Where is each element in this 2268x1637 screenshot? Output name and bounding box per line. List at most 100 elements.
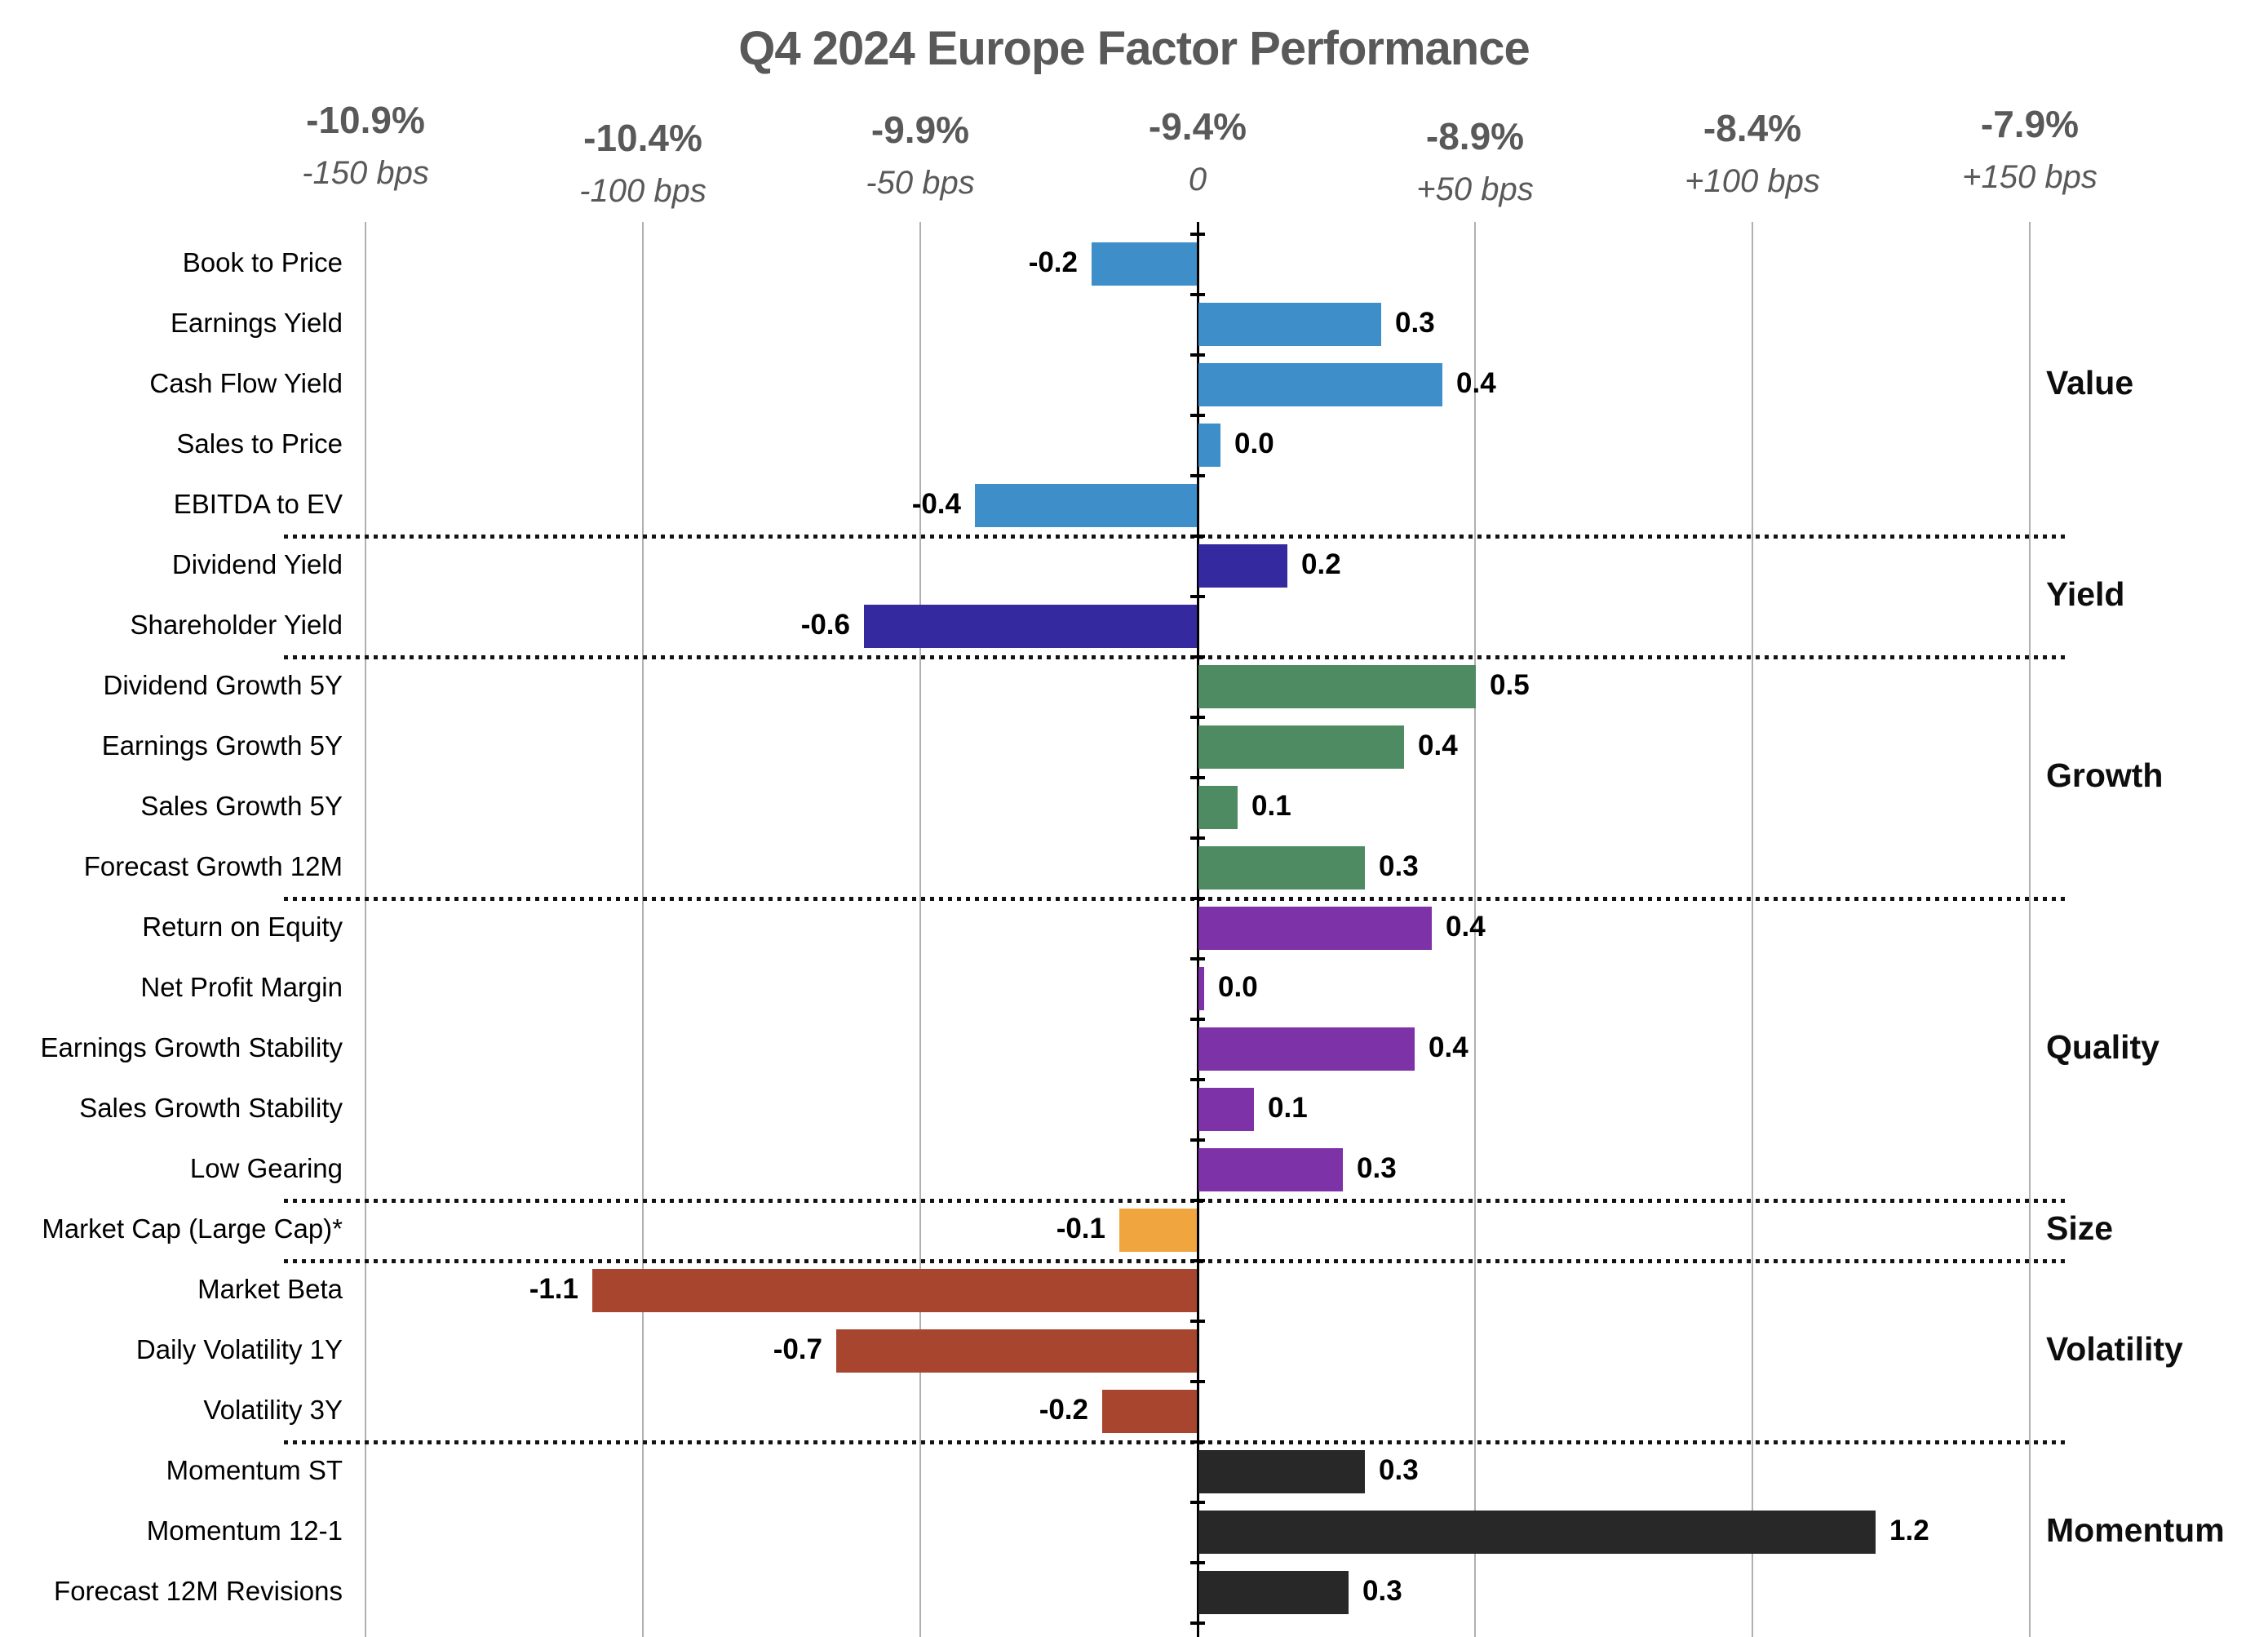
value-label: 0.1 [1268, 1092, 1308, 1124]
value-label: -0.2 [1028, 246, 1078, 278]
zero-axis-tick [1190, 1501, 1205, 1504]
zero-axis-tick [1190, 1078, 1205, 1081]
value-label: -0.2 [1039, 1394, 1088, 1426]
factor-label: Forecast 12M Revisions [54, 1576, 343, 1606]
factor-label: Earnings Growth Stability [40, 1032, 343, 1062]
zero-axis-tick [1190, 233, 1205, 236]
value-label: 0.4 [1446, 911, 1486, 943]
bar [1198, 363, 1442, 406]
group-label: Quality [2046, 1028, 2159, 1066]
value-label: 0.4 [1456, 367, 1496, 399]
zero-axis-tick [1190, 1440, 1205, 1444]
group-label: Value [2046, 364, 2134, 401]
group-separator [284, 1440, 2066, 1444]
bar [1198, 303, 1381, 346]
axis-tick-label-pct: -7.9% [1980, 103, 2080, 145]
group-label: Growth [2046, 756, 2164, 794]
value-label: 0.3 [1362, 1575, 1402, 1607]
bar [1198, 786, 1238, 829]
bar [592, 1269, 1197, 1312]
zero-axis-tick [1190, 1018, 1205, 1021]
axis-tick-label-pct: -9.9% [870, 109, 970, 151]
axis-tick-label-bps: +50 bps [1416, 171, 1534, 207]
value-label: -0.6 [800, 609, 850, 641]
value-label: 0.1 [1251, 790, 1291, 822]
value-label: 0.4 [1429, 1031, 1468, 1063]
value-label: 0.3 [1379, 850, 1419, 882]
factor-label: Market Cap (Large Cap)* [42, 1213, 343, 1244]
value-label: 0.5 [1490, 669, 1530, 701]
zero-axis-tick [1190, 535, 1205, 538]
bar [1198, 1450, 1365, 1493]
factor-label: Sales Growth Stability [79, 1093, 343, 1123]
axis-tick-label-bps: -150 bps [302, 155, 429, 191]
zero-axis-tick [1190, 655, 1205, 659]
factor-label: Daily Volatility 1Y [135, 1334, 343, 1364]
group-label: Size [2046, 1209, 2114, 1247]
value-label: -0.1 [1056, 1213, 1105, 1244]
axis-tick-label-pct: -9.4% [1148, 105, 1247, 148]
zero-axis-tick [1190, 897, 1205, 900]
group-label: Yield [2046, 575, 2125, 613]
factor-label: EBITDA to EV [173, 489, 343, 519]
zero-axis-tick [1190, 293, 1205, 296]
factor-label: Dividend Yield [171, 549, 343, 579]
bar [1198, 424, 1220, 467]
bar [1198, 725, 1404, 769]
gridline [1474, 222, 1476, 1637]
zero-axis-tick [1190, 1621, 1205, 1625]
bar [836, 1329, 1197, 1373]
factor-label: Volatility 3Y [203, 1395, 343, 1425]
zero-axis-tick [1190, 836, 1205, 840]
zero-axis-tick [1190, 1380, 1205, 1383]
gridline [2029, 222, 2031, 1637]
chart-title: Q4 2024 Europe Factor Performance [738, 22, 1530, 75]
gridline [365, 222, 366, 1637]
bar [1198, 907, 1432, 950]
value-label: -1.1 [529, 1273, 578, 1305]
bar [1198, 846, 1365, 889]
bar [1198, 1088, 1254, 1131]
axis-tick-label-pct: -8.9% [1425, 115, 1525, 157]
value-label: 0.4 [1418, 730, 1458, 761]
zero-axis-tick [1190, 716, 1205, 719]
factor-label: Sales Growth 5Y [140, 791, 343, 821]
zero-axis-tick [1190, 957, 1205, 960]
zero-axis-tick [1190, 1259, 1205, 1262]
axis-tick-label-pct: -8.4% [1703, 107, 1802, 149]
zero-axis-tick [1190, 1138, 1205, 1142]
axis-tick-label-bps: +150 bps [1962, 159, 2097, 195]
bar [1102, 1390, 1197, 1433]
group-separator [284, 1199, 2066, 1203]
value-label: 0.3 [1395, 307, 1435, 339]
factor-label: Cash Flow Yield [149, 368, 343, 398]
factor-label: Return on Equity [142, 912, 343, 942]
factor-label: Earnings Growth 5Y [101, 730, 343, 761]
value-label: -0.7 [773, 1333, 822, 1365]
zero-axis-tick [1190, 414, 1205, 417]
group-separator [284, 535, 2066, 539]
bar [1119, 1209, 1197, 1252]
bar [864, 605, 1197, 648]
gridline [642, 222, 644, 1637]
gridline [1752, 222, 1753, 1637]
group-label: Momentum [2046, 1511, 2225, 1549]
value-label: 0.2 [1301, 548, 1341, 580]
zero-axis-tick [1190, 776, 1205, 779]
value-label: -0.4 [911, 488, 961, 520]
factor-label: Dividend Growth 5Y [103, 670, 343, 700]
value-label: 1.2 [1889, 1515, 1929, 1546]
factor-label: Net Profit Margin [140, 972, 343, 1002]
zero-axis-tick [1190, 1199, 1205, 1202]
zero-axis-tick [1190, 474, 1205, 477]
group-label: Volatility [2046, 1330, 2183, 1368]
zero-axis-tick [1190, 353, 1205, 357]
factor-label: Earnings Yield [171, 308, 343, 338]
factor-label: Sales to Price [176, 428, 343, 459]
factor-label: Book to Price [182, 247, 343, 277]
value-label: 0.0 [1218, 971, 1258, 1003]
axis-tick-label-bps: -100 bps [579, 173, 707, 209]
value-label: 0.3 [1379, 1454, 1419, 1486]
factor-label: Momentum ST [166, 1455, 343, 1485]
axis-tick-label-bps: 0 [1188, 162, 1207, 197]
